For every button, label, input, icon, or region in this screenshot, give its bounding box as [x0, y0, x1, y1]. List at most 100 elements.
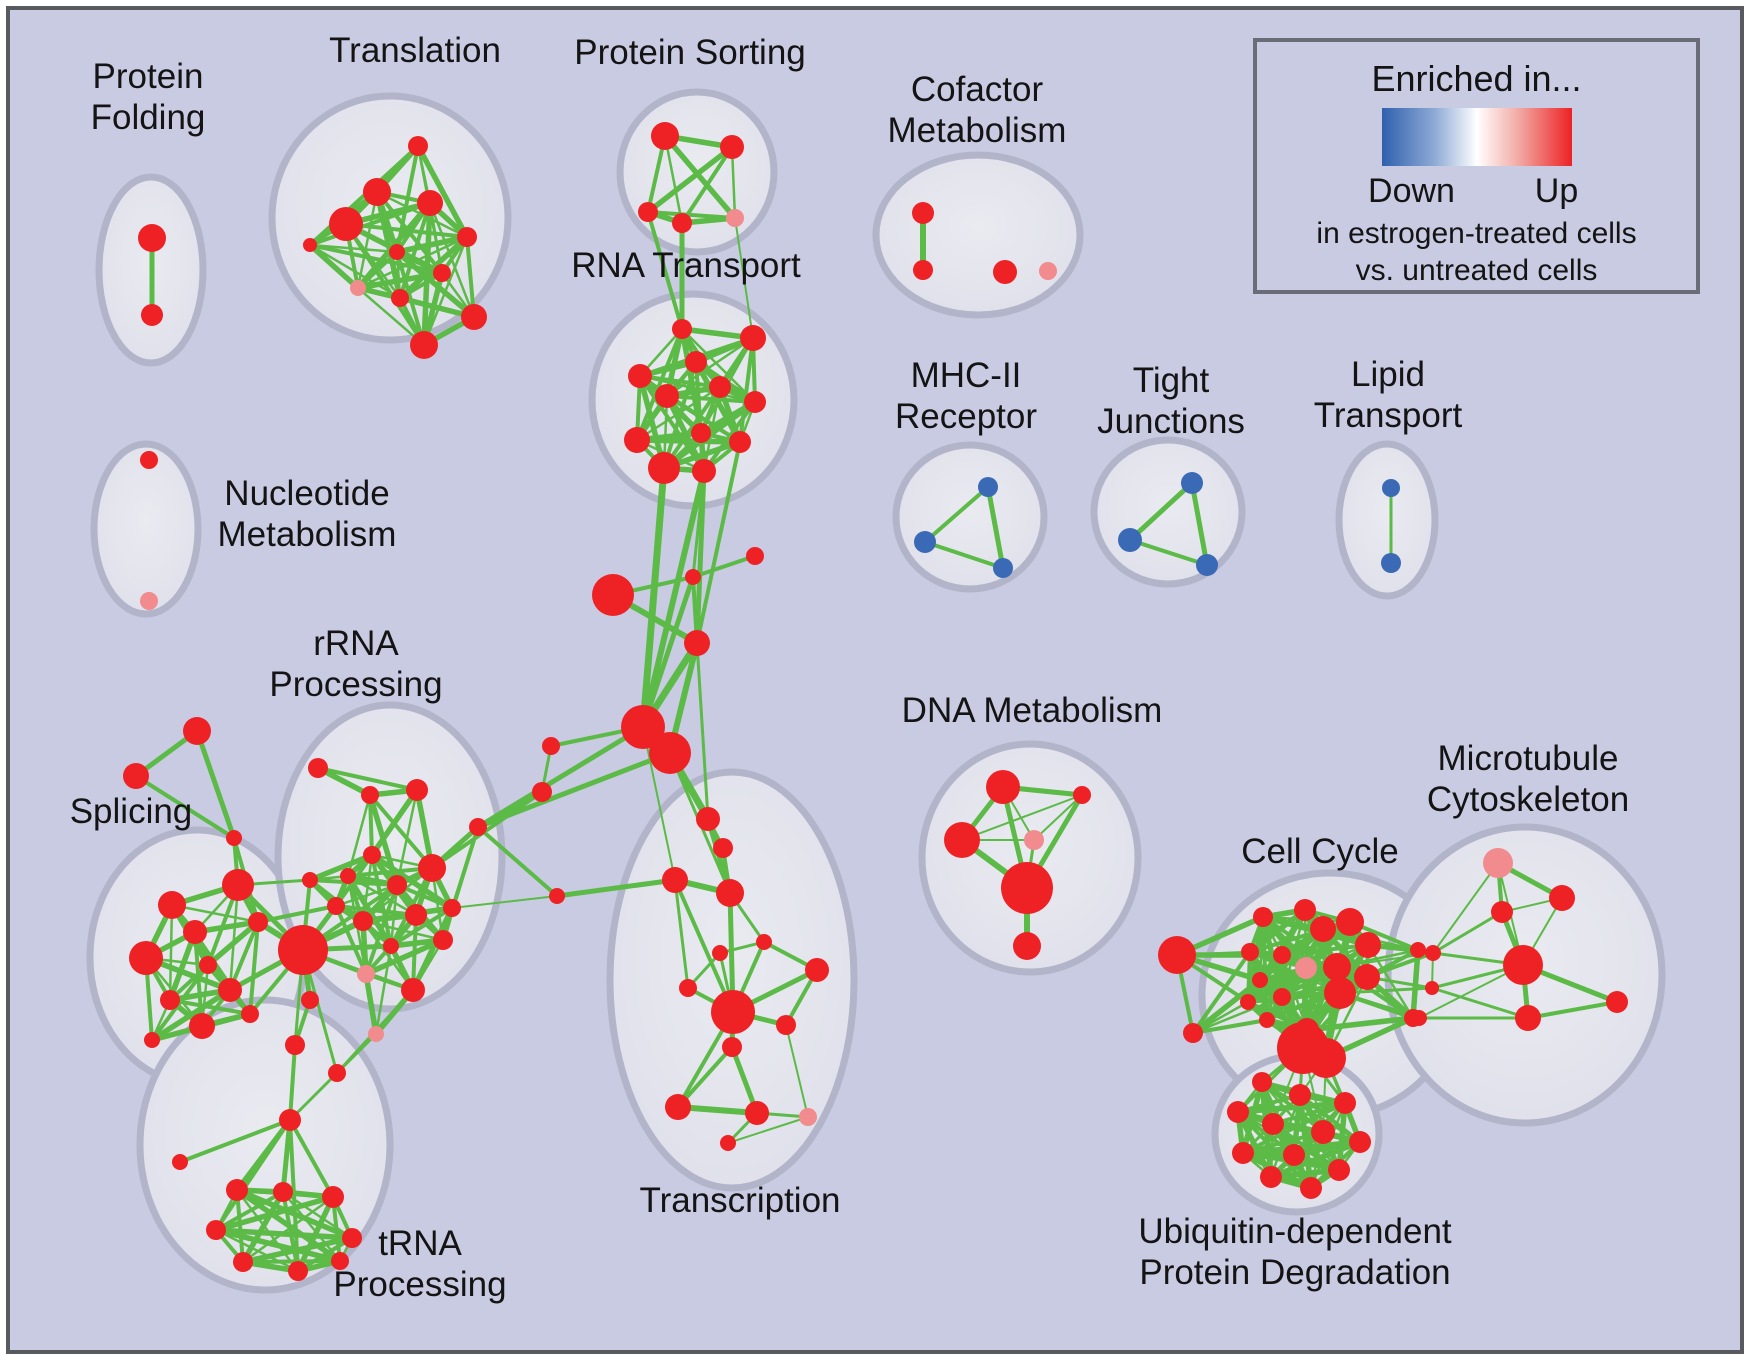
node-rr-16-red	[443, 899, 461, 917]
edge-tr	[356, 250, 399, 290]
edge-mhc	[923, 485, 990, 544]
edge-sp	[167, 929, 198, 1003]
edge-hub-tn	[288, 1118, 335, 1199]
node-tn-2-red	[322, 1186, 344, 1208]
edge-rr	[334, 883, 399, 908]
node-mt-5-red	[1606, 991, 1628, 1013]
cluster-dna-label: DNA Metabolism	[902, 691, 1163, 730]
node-tx-13-pink	[799, 1108, 817, 1126]
edge-cc	[1191, 1018, 1269, 1035]
legend-up-label: Up	[1534, 172, 1579, 210]
node-tn-5-red	[233, 1252, 253, 1272]
node-tx-12-red	[745, 1101, 769, 1125]
node-cc-14-red	[1240, 994, 1256, 1010]
node-rt-3-red	[628, 364, 652, 388]
node-tr-6-red	[433, 264, 451, 282]
node-lt-0-blue	[1382, 479, 1400, 497]
edge-rt	[702, 400, 757, 473]
cluster-tr-label: Translation	[329, 31, 501, 70]
edge-hub	[178, 1118, 292, 1164]
node-tr-7-pink	[350, 280, 366, 296]
cluster-tj-label: Junctions	[1097, 402, 1245, 441]
edge-tj	[1189, 480, 1210, 568]
node-ps-1-red	[720, 135, 744, 159]
cluster-nm-ellipse	[90, 440, 202, 618]
node-mt-0-pink	[1483, 848, 1513, 878]
edge-ps	[680, 145, 734, 225]
node-nm-1-pink	[140, 592, 158, 610]
edge-sb	[194, 728, 237, 841]
node-cf-0-red	[912, 202, 934, 224]
node-tr-3-red	[417, 190, 443, 216]
edge-rt	[635, 385, 722, 442]
edge-ub	[1235, 1100, 1348, 1115]
node-hub-3-red	[746, 547, 764, 565]
node-hub-6-red	[649, 732, 691, 774]
node-rr-8-red	[327, 897, 345, 915]
edge-rt	[662, 385, 722, 470]
edge-sp	[248, 920, 260, 1016]
node-hub-15-red	[172, 1154, 188, 1170]
node-ub-9-red	[1328, 1159, 1350, 1181]
edge-rr	[410, 905, 455, 993]
edge-tr	[356, 286, 426, 347]
cluster-mt-label: Cytoskeleton	[1427, 780, 1629, 819]
node-cc-15-red	[1259, 1012, 1275, 1028]
node-hub-10-red	[469, 818, 487, 836]
edge-rr	[346, 866, 434, 878]
node-cc-17-red	[1183, 1023, 1203, 1043]
cluster-rr-label: Processing	[269, 665, 442, 704]
node-tj-2-blue	[1196, 554, 1218, 576]
node-cc-2-red	[1294, 899, 1316, 921]
cluster-ub-label: Protein Degradation	[1139, 1253, 1450, 1292]
cluster-rr-label: rRNA	[313, 624, 399, 663]
edge-sp	[228, 883, 240, 992]
edge-sp-rr	[256, 904, 338, 924]
node-tn-4-red	[342, 1228, 362, 1248]
node-ps-2-red	[638, 202, 658, 222]
node-cc-12-red	[1324, 977, 1356, 1009]
edge-ps	[663, 134, 684, 225]
cluster-cf-label: Metabolism	[888, 111, 1067, 150]
cluster-tj-ellipse	[1090, 436, 1246, 588]
node-hub-1-red	[592, 574, 634, 616]
node-tr-8-red	[391, 289, 409, 307]
node-ub-10-red	[1260, 1166, 1282, 1188]
legend-caption: in estrogen-treated cells vs. untreated …	[1316, 216, 1636, 290]
node-rr-1-red	[361, 786, 379, 804]
edge-sp	[168, 998, 252, 1016]
edge-ub	[1271, 1101, 1347, 1126]
node-hub-5-red	[621, 705, 665, 749]
node-ps-4-pink	[726, 209, 744, 227]
edge-rt-hub	[695, 440, 742, 645]
node-hub-7-red	[542, 737, 560, 755]
edge-mt	[1432, 862, 1499, 954]
edge-rt-hub	[639, 464, 668, 731]
edge-ub	[1268, 1167, 1342, 1180]
node-dna-3-pink	[1024, 830, 1044, 850]
node-sp-6-red	[218, 978, 242, 1002]
edge-rt	[665, 394, 742, 444]
node-tn-3-red	[206, 1220, 226, 1240]
cluster-pf-label: Protein	[93, 57, 204, 96]
edge-rt	[634, 437, 743, 445]
edge-tn	[213, 1227, 355, 1241]
node-hub-4-red	[684, 630, 710, 656]
node-cc-21-red	[1410, 942, 1426, 958]
node-tn-6-red	[288, 1261, 308, 1281]
edge-tx	[727, 1116, 809, 1144]
node-hub-2-red	[685, 569, 701, 585]
cluster-tn-ellipse	[136, 996, 394, 1294]
edge-ps-rt	[646, 210, 684, 331]
edge-rr	[307, 852, 375, 883]
cluster-cc-label: Cell Cycle	[1241, 832, 1399, 871]
node-sb-1-red	[123, 763, 149, 789]
edge-rt-hub	[691, 469, 706, 579]
node-tr-4-red	[457, 227, 477, 247]
edge-tn	[213, 1194, 336, 1233]
cluster-mhc-label: MHC-II	[911, 356, 1022, 395]
edge-tn	[214, 1228, 300, 1273]
cluster-nm-label: Nucleotide	[224, 474, 389, 513]
edge-hub-tx	[642, 726, 676, 881]
node-dna-4-red	[1001, 862, 1053, 914]
